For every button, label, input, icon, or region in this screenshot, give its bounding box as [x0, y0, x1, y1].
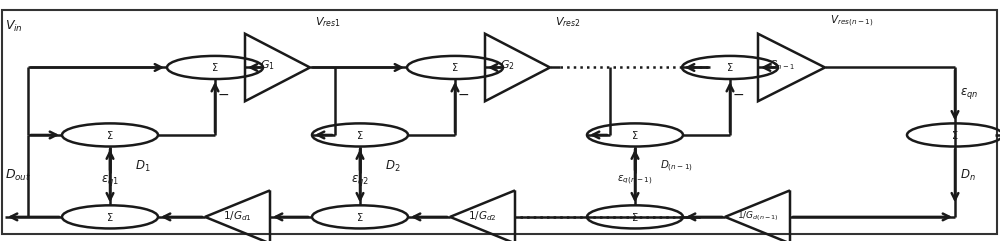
Text: $G_2$: $G_2$	[500, 58, 515, 72]
Text: $1/G_{d2}$: $1/G_{d2}$	[468, 209, 497, 223]
Text: $V_{res2}$: $V_{res2}$	[555, 15, 581, 29]
Text: $D_1$: $D_1$	[135, 159, 151, 174]
Text: $\Sigma$: $\Sigma$	[951, 129, 959, 141]
Text: $1/G_{d1}$: $1/G_{d1}$	[223, 209, 252, 223]
Text: $\Sigma$: $\Sigma$	[631, 211, 639, 223]
Text: $\Sigma$: $\Sigma$	[356, 211, 364, 223]
Text: $-$: $-$	[217, 87, 229, 100]
Text: $V_{res1}$: $V_{res1}$	[315, 15, 341, 29]
Text: $\Sigma$: $\Sigma$	[726, 61, 734, 74]
Text: $\varepsilon_{qn}$: $\varepsilon_{qn}$	[960, 87, 978, 101]
Text: $\Sigma$: $\Sigma$	[451, 61, 459, 74]
Text: $\varepsilon_{q(n-1)}$: $\varepsilon_{q(n-1)}$	[617, 174, 653, 187]
Text: $\Sigma$: $\Sigma$	[106, 211, 114, 223]
Text: $G_{n-1}$: $G_{n-1}$	[769, 58, 794, 72]
Text: $-$: $-$	[732, 87, 744, 100]
Text: $\Sigma$: $\Sigma$	[631, 129, 639, 141]
Text: $D_n$: $D_n$	[960, 168, 976, 183]
Text: $\varepsilon_{q1}$: $\varepsilon_{q1}$	[101, 173, 119, 188]
Text: $1/G_{d(n-1)}$: $1/G_{d(n-1)}$	[737, 209, 778, 223]
Text: $D_2$: $D_2$	[385, 159, 400, 174]
Text: $\varepsilon_{q2}$: $\varepsilon_{q2}$	[351, 173, 369, 188]
Text: $-$: $-$	[457, 87, 469, 100]
Text: $D_{(n-1)}$: $D_{(n-1)}$	[660, 159, 693, 174]
Text: $V_{in}$: $V_{in}$	[5, 19, 23, 34]
Text: $G_1$: $G_1$	[260, 58, 275, 72]
Text: $\Sigma$: $\Sigma$	[211, 61, 219, 74]
Text: $D_{out}$: $D_{out}$	[5, 168, 31, 183]
Text: $V_{res(n-1)}$: $V_{res(n-1)}$	[830, 14, 873, 29]
Text: $\Sigma$: $\Sigma$	[356, 129, 364, 141]
Text: $\Sigma$: $\Sigma$	[106, 129, 114, 141]
